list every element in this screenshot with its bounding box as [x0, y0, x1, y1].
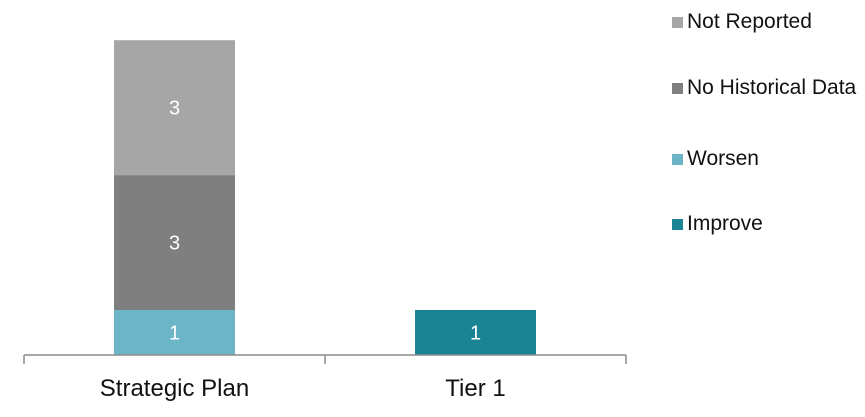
- bar-tier-1-improve: [415, 310, 536, 355]
- legend-item-no-historical-data: No Historical Data: [672, 75, 862, 101]
- data-label-strategic-plan-worsen: 1: [169, 323, 180, 345]
- data-label-strategic-plan-not-reported: 3: [169, 98, 180, 120]
- legend-swatch: [672, 17, 683, 28]
- legend-item-worsen: Worsen: [672, 146, 862, 172]
- legend-item-not-reported: Not Reported: [672, 9, 862, 35]
- data-label-strategic-plan-no-historical-data: 3: [169, 233, 180, 255]
- legend-label: Not Reported: [687, 10, 812, 33]
- legend-swatch: [672, 154, 683, 165]
- legend-item-improve: Improve: [672, 211, 862, 237]
- bar-strategic-plan-worsen: [114, 310, 235, 355]
- x-tick-label-strategic-plan: Strategic Plan: [100, 375, 249, 402]
- bar-strategic-plan-no-historical-data: [114, 175, 235, 310]
- x-tick-label-tier-1: Tier 1: [445, 375, 505, 402]
- legend-label: No Historical Data: [687, 76, 857, 99]
- bar-strategic-plan-not-reported: [114, 40, 235, 176]
- legend-label: Worsen: [687, 147, 759, 170]
- legend-swatch: [672, 219, 683, 230]
- bars-group: 1 3 3 1: [114, 40, 536, 355]
- x-axis: [23, 354, 627, 364]
- legend-swatch: [672, 83, 683, 94]
- legend-label: Improve: [687, 212, 763, 235]
- x-tick-labels: Strategic Plan Tier 1: [100, 375, 506, 402]
- data-label-tier-1-improve: 1: [470, 323, 481, 345]
